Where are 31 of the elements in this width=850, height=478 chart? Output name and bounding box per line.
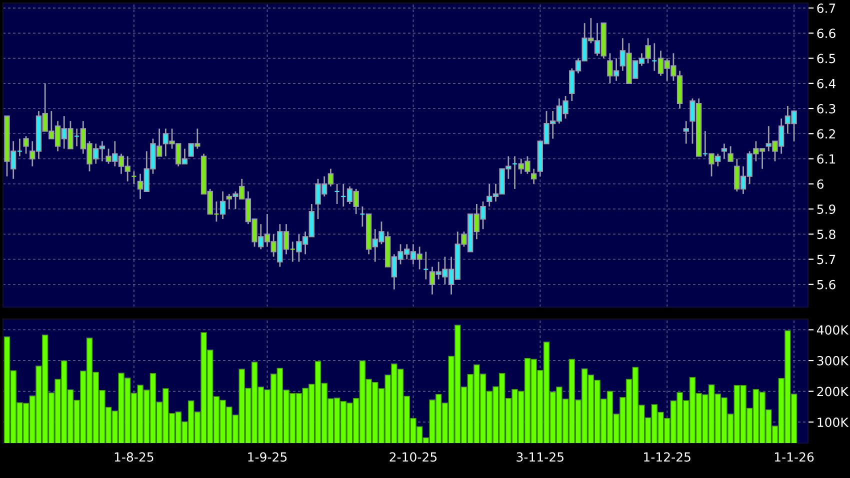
y-tick-label: 5.9 xyxy=(817,204,836,214)
y-tick-label: 6.5 xyxy=(817,54,836,64)
y-tick-label: 6.6 xyxy=(817,28,836,38)
x-tick-label: 2-10-25 xyxy=(390,452,437,462)
y-tick-label: 6.3 xyxy=(817,104,836,114)
x-tick-label: 1-12-25 xyxy=(644,452,690,462)
x-tick-label: 1-1-26 xyxy=(774,452,814,462)
x-tick-label: 1-8-25 xyxy=(114,452,154,462)
y-tick-label: 6.4 xyxy=(817,78,836,88)
y-tick-label: 5.8 xyxy=(817,230,836,240)
y-tick-label: 100K xyxy=(818,418,849,428)
y-tick-label: 5.6 xyxy=(817,280,836,290)
y-tick-label: 6 xyxy=(817,179,824,189)
candlestick xyxy=(23,135,29,154)
candlestick xyxy=(721,143,728,160)
x-tick-label: 3-11-25 xyxy=(516,452,564,462)
candlestick xyxy=(220,190,226,220)
x-tick-label: 1-9-25 xyxy=(248,452,287,462)
y-tick-label: 400K xyxy=(816,325,849,335)
candlestick xyxy=(728,146,734,162)
y-tick-label: 6.7 xyxy=(817,3,836,13)
y-tick-label: 6.2 xyxy=(817,129,835,139)
y-tick-label: 300K xyxy=(817,356,849,366)
candlestick xyxy=(334,183,340,205)
candlestick xyxy=(423,251,429,280)
candlestick xyxy=(530,168,537,185)
y-tick-label: 6.1 xyxy=(817,154,836,164)
y-tick-label: 200K xyxy=(817,386,849,396)
candlestick xyxy=(683,120,689,144)
y-tick-label: 5.7 xyxy=(817,254,836,264)
candlestick xyxy=(131,170,137,185)
